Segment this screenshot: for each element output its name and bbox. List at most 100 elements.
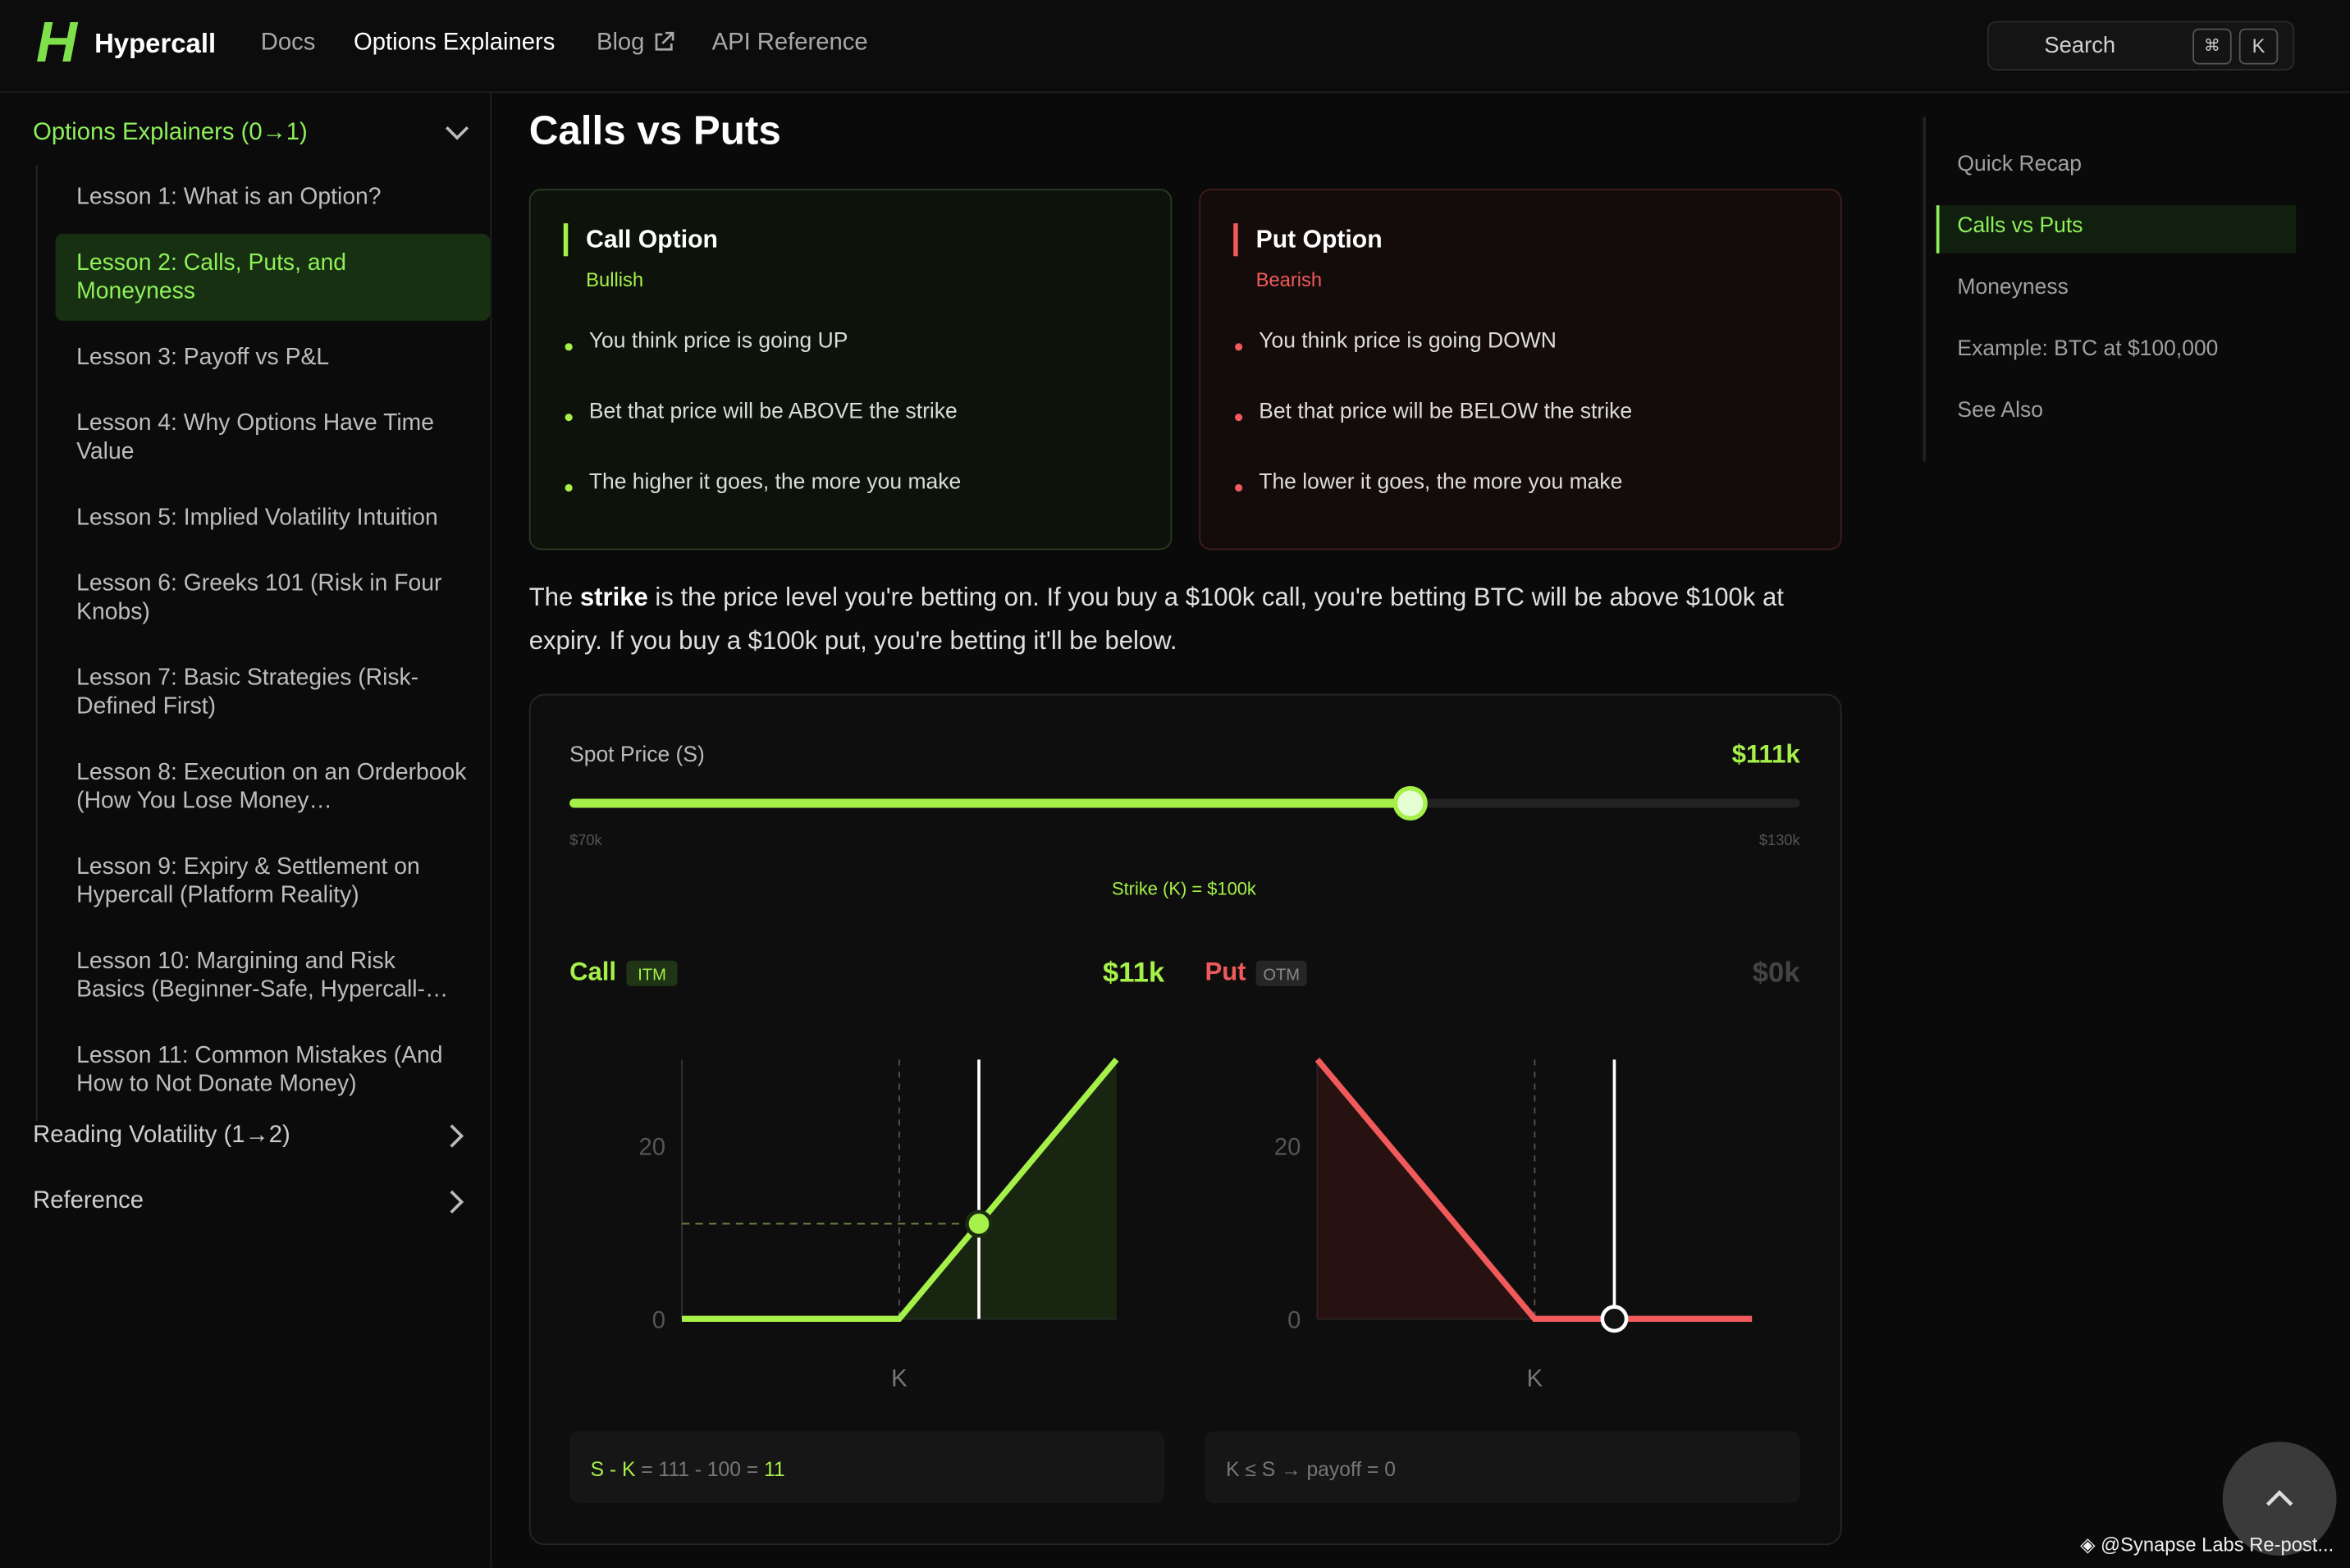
put-card: Put Option Bearish You think price is goin… xyxy=(1199,189,1842,551)
watermark: ◈ @Synapse Labs Re-post... xyxy=(2080,1533,2334,1556)
card-subtitle: Bearish xyxy=(1255,267,1323,291)
header: H Hypercall Docs Options Explainers Blog… xyxy=(0,0,2350,94)
lesson-link[interactable]: Lesson 8: Execution on an Orderbook (How… xyxy=(76,760,467,814)
section-title[interactable]: Reading Volatility (1→2) xyxy=(33,1122,290,1149)
call-name: Call xyxy=(569,958,616,986)
formula-part: S - K xyxy=(591,1459,636,1481)
formula-part: = 111 - 100 = xyxy=(635,1459,764,1481)
toc-link[interactable]: Example: BTC at $100,000 xyxy=(1957,336,2219,362)
sidebar: Options Explainers (0→1) Lesson 1: What … xyxy=(0,93,493,1568)
call-card: Call Option Bullish You think price is goi… xyxy=(528,189,1173,551)
formula-box xyxy=(1205,1431,1800,1503)
lesson-link[interactable]: Lesson 2: Calls, Puts, and Moneyness xyxy=(55,233,491,321)
lesson-link[interactable]: Lesson 7: Basic Strategies (Risk-Defined… xyxy=(76,665,419,720)
widget-frame xyxy=(528,693,1842,1546)
formula: K ≤ S → payoff = 0 xyxy=(1226,1459,1396,1481)
section-title[interactable]: Options Explainers (0→1) xyxy=(33,120,308,146)
payoff-value: $0k xyxy=(1753,957,1801,988)
toc-link[interactable]: See Also xyxy=(1957,398,2043,423)
put-name: Put xyxy=(1205,958,1246,986)
nav-link[interactable]: Blog xyxy=(596,30,645,56)
paragraph: The strike is the price level you're bet… xyxy=(529,575,1848,662)
payoff-marker xyxy=(965,1209,993,1238)
payoff-value: $11k xyxy=(1103,957,1165,988)
toc-link[interactable]: Moneyness xyxy=(1957,276,2069,300)
status-badge xyxy=(1255,960,1307,986)
strike-tick: K xyxy=(1527,1366,1543,1392)
formula: S - K = 111 - 100 = 11 xyxy=(591,1459,785,1481)
bullet-text: The lower it goes, the more you make xyxy=(1259,470,1623,495)
bold-text: strike xyxy=(579,583,648,612)
slider-max: $130k xyxy=(1759,831,1801,848)
bullet-dot xyxy=(1235,343,1243,351)
toc-link[interactable]: Quick Recap xyxy=(1957,153,2083,177)
bullet-dot xyxy=(1235,414,1243,422)
scroll-top[interactable] xyxy=(2221,1442,2338,1558)
logo[interactable]: H xyxy=(35,11,77,75)
bullet-dot xyxy=(565,483,573,492)
lesson-link[interactable]: Lesson 1: What is an Option? xyxy=(76,184,382,210)
y-tick-label: 20 xyxy=(1274,1135,1301,1161)
payoff-marker xyxy=(1600,1305,1629,1333)
formula-part: 11 xyxy=(764,1459,785,1481)
toc-link[interactable]: Calls vs Puts xyxy=(1957,214,2083,239)
lesson-link[interactable]: Lesson 6: Greeks 101 (Risk in Four Knobs… xyxy=(76,570,442,625)
lesson-link[interactable]: Lesson 4: Why Options Have Time Value xyxy=(76,410,435,465)
nav-link[interactable]: Options Explainers xyxy=(354,30,555,56)
bullet-text: You think price is going DOWN xyxy=(1259,329,1557,354)
toc-rail xyxy=(1923,117,1927,462)
lesson-link[interactable]: Lesson 3: Payoff vs P&L xyxy=(76,345,330,371)
bullet-dot xyxy=(1235,483,1243,492)
card-title: Call Option xyxy=(586,226,718,254)
spot-value: $111k xyxy=(1732,740,1801,769)
strike-label: Strike (K) = $100k xyxy=(1112,878,1256,898)
formula-part: K ≤ S → payoff = 0 xyxy=(1226,1459,1396,1481)
slider-min: $70k xyxy=(569,831,602,848)
section-title[interactable]: Reference xyxy=(33,1188,144,1214)
key: ⌘ xyxy=(2192,28,2232,65)
page-title: Calls vs Puts xyxy=(528,107,781,153)
status-badge xyxy=(626,960,678,986)
chevron xyxy=(450,1124,464,1148)
search-label: Search xyxy=(2044,33,2116,59)
y-tick-label: 20 xyxy=(638,1135,665,1161)
formula-box xyxy=(569,1431,1165,1503)
strike-tick: K xyxy=(891,1366,908,1392)
lesson-link[interactable]: Lesson 10: Margining and Risk Basics (Be… xyxy=(76,949,449,1003)
spot-label: Spot Price (S) xyxy=(569,742,705,766)
status-text: ITM xyxy=(638,967,666,985)
lesson-link[interactable]: Lesson 9: Expiry & Settlement on Hyperca… xyxy=(76,854,420,908)
lesson-link[interactable]: Lesson 11: Common Mistakes (And How to N… xyxy=(76,1043,443,1097)
card-title: Put Option xyxy=(1255,226,1383,254)
text: is the price level you're betting on. If… xyxy=(528,583,1784,656)
lesson-link[interactable]: Lesson 5: Implied Volatility Intuition xyxy=(76,505,438,531)
slider-thumb[interactable] xyxy=(1392,785,1428,821)
external-icon xyxy=(655,31,674,51)
payoff-line xyxy=(682,1057,1119,1322)
key: K xyxy=(2238,28,2279,65)
bullet-text: You think price is going UP xyxy=(588,329,848,354)
bullet-dot xyxy=(565,414,573,422)
text: The xyxy=(528,583,580,612)
slider-fill xyxy=(569,798,1410,808)
bullet-dot xyxy=(565,343,573,351)
lesson-list: Lesson 1: What is an Option? Lesson 2: Ca… xyxy=(35,164,493,1122)
y-tick-label: 0 xyxy=(1287,1307,1301,1333)
chevron xyxy=(446,126,469,140)
bullet-text: Bet that price will be ABOVE the strike xyxy=(588,400,958,424)
payoff-line xyxy=(1314,1057,1753,1322)
watermark-text: @Synapse Labs Re-post... xyxy=(2101,1533,2334,1556)
card-bar xyxy=(563,223,569,257)
status-text: OTM xyxy=(1263,967,1300,985)
card-subtitle: Bullish xyxy=(586,267,644,291)
search-box[interactable]: Search ⌘ K xyxy=(1987,21,2295,71)
bullet-text: The higher it goes, the more you make xyxy=(588,470,962,495)
nav-link[interactable]: API Reference xyxy=(711,30,868,56)
nav-link[interactable]: Docs xyxy=(260,30,316,56)
brand[interactable]: Hypercall xyxy=(94,28,217,59)
card-bar xyxy=(1233,223,1238,257)
chevron xyxy=(450,1190,464,1214)
toc-active xyxy=(1936,205,2297,254)
